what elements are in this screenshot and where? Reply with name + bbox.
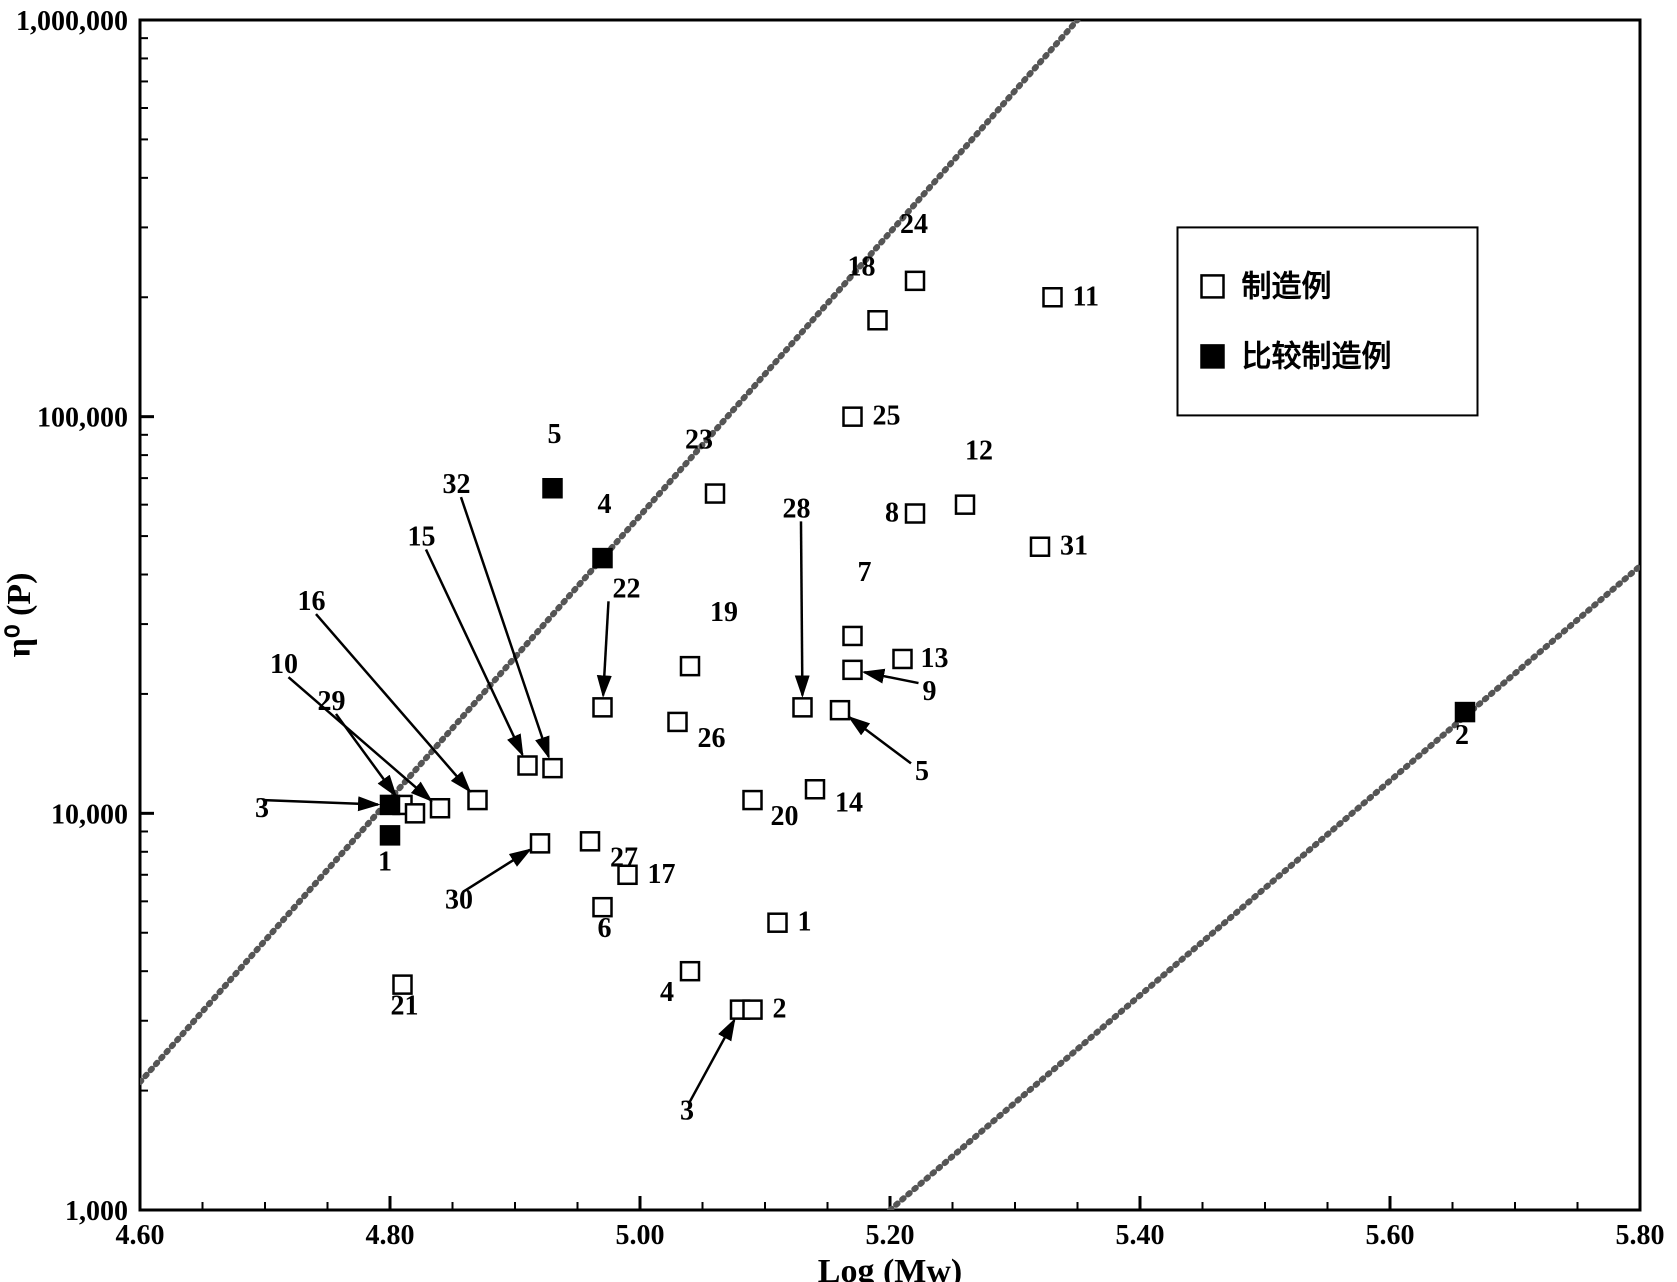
label-arrow bbox=[426, 550, 522, 755]
label-arrow bbox=[689, 1020, 734, 1103]
label-arrow bbox=[850, 717, 911, 763]
label-arrow bbox=[603, 601, 608, 695]
x-tick-label: 5.20 bbox=[866, 1220, 915, 1251]
label-arrow bbox=[463, 850, 529, 892]
filled-marker bbox=[544, 479, 562, 497]
open-marker bbox=[769, 914, 787, 932]
open-label: 9 bbox=[923, 676, 937, 707]
open-marker bbox=[869, 311, 887, 329]
open-label: 21 bbox=[391, 991, 419, 1022]
legend-label: 制造例 bbox=[1242, 270, 1332, 303]
filled-label: 4 bbox=[598, 489, 612, 520]
open-marker bbox=[581, 832, 599, 850]
open-label: 19 bbox=[710, 597, 738, 628]
open-label: 14 bbox=[835, 787, 863, 818]
open-marker bbox=[794, 698, 812, 716]
legend bbox=[1178, 227, 1478, 415]
open-label: 12 bbox=[965, 436, 993, 467]
y-tick-label: 100,000 bbox=[37, 403, 128, 434]
open-marker bbox=[1031, 538, 1049, 556]
open-marker bbox=[706, 485, 724, 503]
open-label: 28 bbox=[783, 493, 811, 524]
filled-marker bbox=[594, 549, 612, 567]
open-marker bbox=[594, 698, 612, 716]
open-label: 8 bbox=[885, 498, 899, 529]
x-tick-label: 5.00 bbox=[616, 1220, 665, 1251]
y-tick-label: 10,000 bbox=[51, 799, 128, 830]
open-marker bbox=[844, 661, 862, 679]
open-marker bbox=[1044, 288, 1062, 306]
x-tick-label: 5.80 bbox=[1616, 1220, 1665, 1251]
reference-line bbox=[890, 566, 1640, 1210]
filled-marker bbox=[1456, 703, 1474, 721]
label-arrow bbox=[801, 521, 802, 695]
open-label: 22 bbox=[613, 573, 641, 604]
open-marker bbox=[431, 799, 449, 817]
open-label: 32 bbox=[443, 469, 471, 500]
open-marker bbox=[956, 496, 974, 514]
open-marker bbox=[669, 713, 687, 731]
open-label: 26 bbox=[698, 723, 726, 754]
open-marker bbox=[469, 791, 487, 809]
open-label: 5 bbox=[915, 756, 929, 787]
open-marker bbox=[906, 272, 924, 290]
open-marker bbox=[894, 650, 912, 668]
open-marker bbox=[681, 962, 699, 980]
legend-label: 比较制造例 bbox=[1242, 339, 1392, 373]
open-label: 23 bbox=[685, 425, 713, 456]
legend-marker bbox=[1202, 345, 1224, 367]
open-label: 13 bbox=[921, 643, 949, 674]
open-label: 2 bbox=[773, 994, 787, 1025]
plot-area bbox=[140, 20, 1640, 1210]
open-marker bbox=[844, 627, 862, 645]
open-label: 25 bbox=[873, 401, 901, 432]
x-tick-label: 4.60 bbox=[116, 1220, 165, 1251]
open-marker bbox=[406, 804, 424, 822]
filled-marker bbox=[381, 826, 399, 844]
legend-marker bbox=[1202, 275, 1224, 297]
scatter-chart: 1,00010,000100,0001,000,0004.604.805.005… bbox=[0, 0, 1677, 1282]
open-marker bbox=[544, 759, 562, 777]
x-tick-label: 5.60 bbox=[1366, 1220, 1415, 1251]
open-label: 11 bbox=[1073, 281, 1099, 312]
open-label: 16 bbox=[298, 586, 326, 617]
open-label: 6 bbox=[598, 913, 612, 944]
open-label: 1 bbox=[798, 907, 812, 938]
open-marker bbox=[744, 1001, 762, 1019]
open-label: 20 bbox=[771, 801, 799, 832]
filled-label: 2 bbox=[1455, 720, 1469, 751]
label-arrow bbox=[288, 677, 430, 800]
filled-label: 3 bbox=[255, 793, 269, 824]
open-marker bbox=[806, 780, 824, 798]
open-label: 15 bbox=[408, 522, 436, 553]
filled-label: 5 bbox=[548, 419, 562, 450]
x-axis-label: Log (Mw) bbox=[818, 1253, 962, 1282]
filled-label: 1 bbox=[378, 846, 392, 877]
open-marker bbox=[619, 866, 637, 884]
open-marker bbox=[519, 757, 537, 775]
x-tick-label: 4.80 bbox=[366, 1220, 415, 1251]
x-tick-label: 5.40 bbox=[1116, 1220, 1165, 1251]
y-tick-label: 1,000,000 bbox=[16, 6, 128, 37]
open-marker bbox=[531, 834, 549, 852]
open-label: 31 bbox=[1060, 531, 1088, 562]
open-label: 29 bbox=[318, 686, 346, 717]
open-marker bbox=[906, 505, 924, 523]
open-label: 24 bbox=[900, 209, 928, 240]
open-label: 17 bbox=[648, 859, 676, 890]
y-axis-label: η⁰ (P) bbox=[1, 573, 38, 658]
open-marker bbox=[744, 791, 762, 809]
open-marker bbox=[831, 701, 849, 719]
open-label: 4 bbox=[660, 977, 674, 1008]
open-label: 10 bbox=[270, 649, 298, 680]
open-label: 18 bbox=[848, 251, 876, 282]
open-marker bbox=[681, 657, 699, 675]
open-label: 7 bbox=[858, 557, 872, 588]
label-arrow bbox=[864, 672, 918, 683]
open-marker bbox=[844, 408, 862, 426]
filled-marker bbox=[381, 796, 399, 814]
label-arrow bbox=[264, 800, 378, 804]
